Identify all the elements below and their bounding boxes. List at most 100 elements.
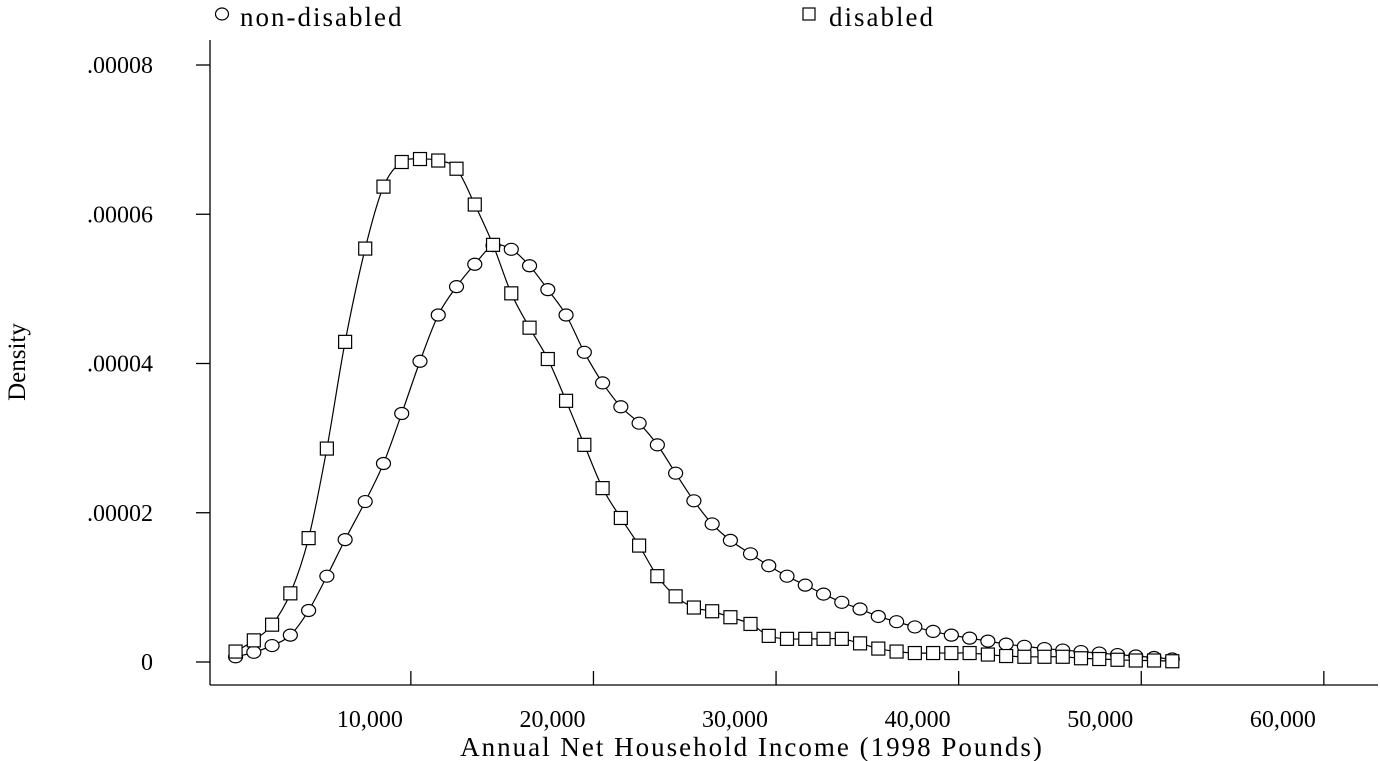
data-point-non-disabled <box>834 595 850 609</box>
data-point-disabled <box>871 641 886 656</box>
data-point-disabled <box>743 616 758 632</box>
data-point-disabled <box>632 538 647 553</box>
data-point-disabled <box>1073 651 1089 666</box>
data-point-non-disabled <box>576 345 592 359</box>
data-point-disabled <box>246 633 261 648</box>
data-point-non-disabled <box>761 559 777 573</box>
data-point-non-disabled <box>888 615 905 629</box>
y-tick-label: .00002 <box>87 501 153 527</box>
data-point-non-disabled <box>925 624 941 639</box>
data-point-non-disabled <box>394 406 410 421</box>
data-point-disabled <box>1146 653 1162 668</box>
data-point-disabled <box>358 241 373 256</box>
data-point-non-disabled <box>467 257 483 271</box>
y-tick-label: .00006 <box>87 202 153 228</box>
data-point-disabled <box>595 481 610 496</box>
data-point-disabled <box>852 636 868 651</box>
data-point-non-disabled <box>962 631 978 645</box>
data-point-disabled <box>980 647 995 662</box>
x-tick-label: 30,000 <box>702 707 768 733</box>
data-point-disabled <box>686 600 701 615</box>
data-point-disabled <box>668 589 683 604</box>
data-point-disabled <box>1017 649 1032 664</box>
axes <box>209 40 1378 686</box>
data-point-disabled <box>301 531 316 546</box>
data-point-disabled <box>431 153 446 168</box>
data-point-non-disabled <box>594 376 611 390</box>
data-point-non-disabled <box>998 637 1014 651</box>
data-point-non-disabled <box>301 603 317 618</box>
data-point-disabled <box>650 569 665 584</box>
x-tick-label: 10,000 <box>337 707 403 733</box>
y-ticks: 0 .00002 .00004 .00006 .00008 <box>87 53 210 676</box>
data-point-non-disabled <box>668 466 684 480</box>
data-point-non-disabled <box>686 494 702 508</box>
data-point-disabled <box>1110 652 1125 667</box>
data-point-disabled <box>1037 649 1052 664</box>
data-point-non-disabled <box>943 628 959 642</box>
data-point-non-disabled <box>412 354 428 368</box>
data-point-disabled <box>467 197 482 212</box>
data-point-disabled <box>558 393 574 408</box>
y-axis-title: Density <box>4 323 31 401</box>
y-tick-label: .00008 <box>87 53 153 79</box>
data-point-non-disabled <box>448 280 465 294</box>
x-ticks: 10,000 20,000 30,000 40,000 50,000 60,000 <box>337 671 1325 733</box>
data-point-non-disabled <box>852 602 868 616</box>
series-line-non-disabled <box>235 244 1173 660</box>
x-tick-label: 50,000 <box>1067 707 1133 733</box>
x-tick-label: 60,000 <box>1250 707 1316 733</box>
data-point-disabled <box>779 631 795 646</box>
data-point-non-disabled <box>375 456 392 471</box>
data-point-non-disabled <box>430 308 446 322</box>
data-point-disabled <box>394 154 409 170</box>
data-point-disabled <box>228 644 243 659</box>
legend-label: non-disabled <box>240 2 403 32</box>
data-point-non-disabled <box>631 416 647 430</box>
data-point-disabled <box>449 161 464 176</box>
data-point-disabled <box>264 617 280 632</box>
data-point-non-disabled <box>815 587 832 601</box>
series-disabled <box>228 151 1180 669</box>
data-point-non-disabled <box>357 494 373 509</box>
data-point-non-disabled <box>907 620 923 634</box>
x-tick-label: 40,000 <box>885 707 951 733</box>
data-point-non-disabled <box>319 569 335 583</box>
x-axis-title: Annual Net Household Income (1998 Pounds… <box>460 732 1044 761</box>
data-point-disabled <box>613 510 628 526</box>
data-point-non-disabled <box>704 517 720 531</box>
data-point-disabled <box>723 610 738 625</box>
data-point-disabled <box>504 286 519 301</box>
data-point-non-disabled <box>870 609 886 624</box>
data-point-non-disabled <box>521 259 538 273</box>
series-line-disabled <box>235 158 1173 662</box>
data-point-disabled <box>889 644 904 659</box>
data-point-non-disabled <box>797 578 813 592</box>
data-point-disabled <box>485 237 501 252</box>
data-point-disabled <box>540 351 555 367</box>
data-point-disabled <box>1092 651 1107 667</box>
data-point-disabled <box>338 334 353 349</box>
data-point-non-disabled <box>540 283 556 297</box>
data-point-disabled <box>834 631 849 646</box>
data-point-disabled <box>925 645 941 661</box>
series-non-disabled <box>227 238 1180 666</box>
y-tick-label: .00004 <box>87 352 153 378</box>
data-point-disabled <box>522 320 537 335</box>
x-tick-label: 20,000 <box>519 707 585 733</box>
legend-item-non-disabled: non-disabled <box>214 2 403 32</box>
data-point-disabled <box>962 645 977 661</box>
data-point-non-disabled <box>558 308 574 322</box>
data-point-non-disabled <box>503 242 519 256</box>
data-point-disabled <box>1165 654 1180 669</box>
legend-label: disabled <box>829 2 935 32</box>
data-point-non-disabled <box>337 533 353 547</box>
data-point-disabled <box>705 604 720 619</box>
data-point-disabled <box>944 645 959 661</box>
data-point-non-disabled <box>742 547 759 561</box>
data-point-disabled <box>412 151 428 167</box>
data-point-non-disabled <box>246 645 262 659</box>
data-point-disabled <box>999 648 1014 664</box>
data-point-non-disabled <box>980 634 996 648</box>
